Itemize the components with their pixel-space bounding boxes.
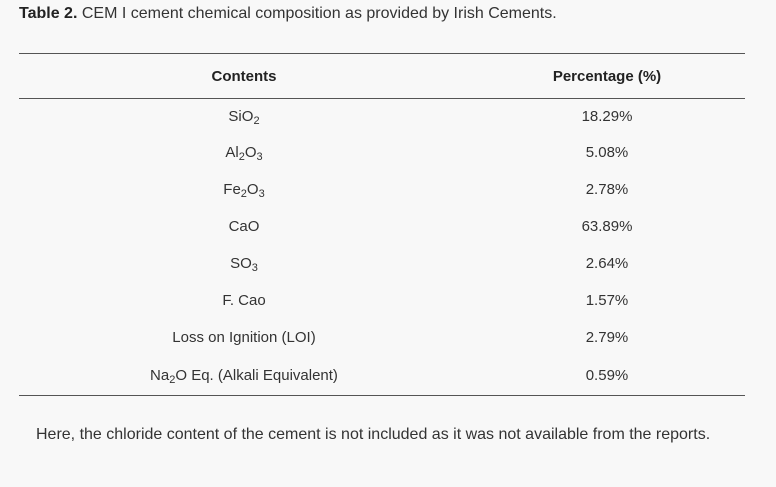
- note-paragraph: Here, the chloride content of the cement…: [36, 426, 711, 443]
- formula-subscript: 3: [251, 262, 258, 274]
- table-caption: Table 2. CEM I cement chemical compositi…: [19, 4, 557, 24]
- formula-text: CaO: [228, 218, 260, 235]
- content-cell: Fe2O3: [19, 171, 469, 208]
- formula-text: SiO: [228, 108, 254, 125]
- content-cell: SiO2: [19, 99, 469, 135]
- formula-subscript: 3: [256, 151, 263, 163]
- table-row: F. Cao 1.57%: [19, 282, 745, 319]
- formula-text: F. Cao: [222, 292, 266, 309]
- formula-text: Loss on Ignition (LOI): [172, 329, 316, 346]
- table-row: Na2O Eq. (Alkali Equivalent) 0.59%: [19, 356, 745, 396]
- content-cell: Loss on Ignition (LOI): [19, 319, 469, 356]
- formula-subscript: 3: [258, 188, 265, 200]
- content-cell: Na2O Eq. (Alkali Equivalent): [19, 356, 469, 396]
- percentage-cell: 0.59%: [585, 367, 629, 384]
- table-header: Contents Percentage (%): [19, 53, 745, 99]
- table-header-row: Contents Percentage (%): [19, 53, 745, 99]
- content-cell: SO3: [19, 245, 469, 282]
- table-row: Al2O3 5.08%: [19, 134, 745, 171]
- table-body: SiO2 18.29% Al2O3 5.08% Fe2O3 2.78% CaO …: [19, 99, 745, 396]
- percentage-cell: 2.78%: [585, 181, 629, 198]
- formula-subscript: 2: [253, 115, 260, 127]
- formula-text: SO: [230, 255, 252, 272]
- composition-table: Contents Percentage (%) SiO2 18.29% Al2O…: [19, 53, 745, 396]
- table-row: Loss on Ignition (LOI) 2.79%: [19, 319, 745, 356]
- content-cell: F. Cao: [19, 282, 469, 319]
- formula-subscript: 2: [238, 151, 245, 163]
- content-cell: CaO: [19, 208, 469, 245]
- formula-text: O: [244, 144, 257, 161]
- table-row: SiO2 18.29%: [19, 99, 745, 135]
- percentage-cell: 5.08%: [585, 144, 629, 161]
- table-caption-label: Table 2.: [19, 5, 78, 22]
- percentage-cell: 1.57%: [585, 292, 629, 309]
- formula-text: Fe: [223, 181, 241, 198]
- formula-text: O Eq. (Alkali Equivalent): [175, 367, 338, 384]
- table-row: CaO 63.89%: [19, 208, 745, 245]
- formula-text: Na: [150, 367, 170, 384]
- column-header-contents: Contents: [211, 67, 277, 85]
- percentage-cell: 2.64%: [585, 255, 629, 272]
- formula-subscript: 2: [240, 188, 247, 200]
- percentage-cell: 2.79%: [585, 329, 629, 346]
- content-cell: Al2O3: [19, 134, 469, 171]
- formula-text: Al: [225, 144, 239, 161]
- formula-text: O: [246, 181, 259, 198]
- percentage-cell: 63.89%: [581, 218, 633, 235]
- percentage-cell: 18.29%: [581, 108, 633, 125]
- formula-subscript: 2: [169, 374, 176, 386]
- table-caption-text: CEM I cement chemical composition as pro…: [77, 5, 557, 22]
- column-header-percentage: Percentage (%): [552, 67, 662, 85]
- table-row: SO3 2.64%: [19, 245, 745, 282]
- table-row: Fe2O3 2.78%: [19, 171, 745, 208]
